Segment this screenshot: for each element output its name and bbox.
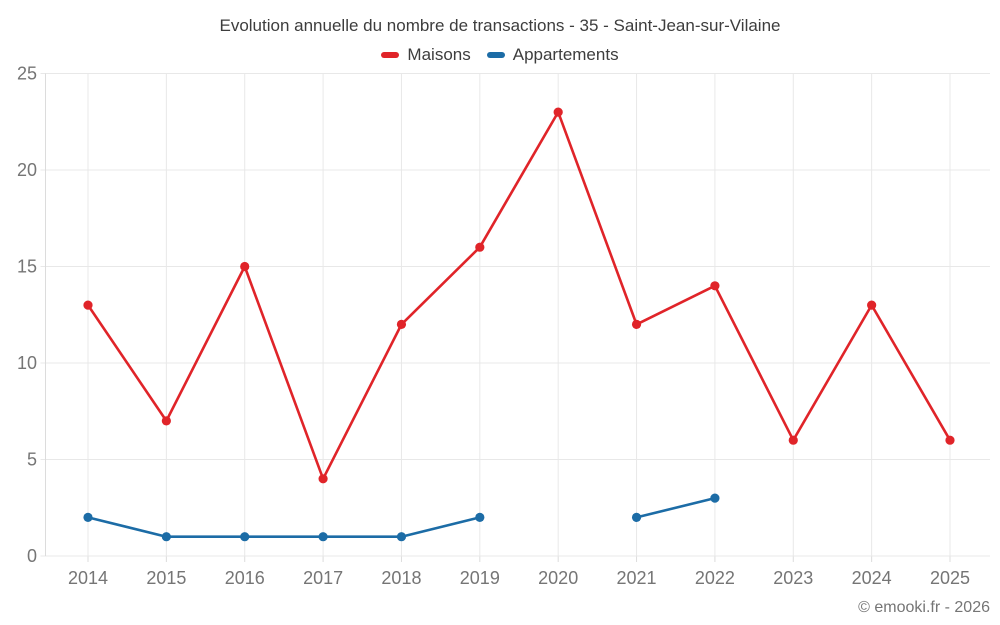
x-tick-label: 2016 [225, 568, 265, 588]
series-line-appartements [635, 496, 717, 519]
legend-label-appartements: Appartements [512, 45, 619, 64]
x-tick-label: 2022 [695, 568, 735, 588]
x-tick-label: 2023 [773, 568, 813, 588]
data-point-appartements-2022[interactable] [710, 493, 720, 503]
x-tick-label: 2018 [381, 568, 421, 588]
y-tick-label: 10 [17, 353, 37, 373]
y-tick-label: 5 [27, 450, 37, 470]
x-tick-label: 2015 [146, 568, 186, 588]
data-point-maisons-2016[interactable] [240, 261, 250, 272]
legend-label-maisons: Maisons [407, 45, 471, 64]
legend-item-appartements[interactable]: Appartements [486, 45, 619, 65]
footer-credit: © emooki.fr - 2026 [858, 599, 990, 616]
y-tick-label: 0 [27, 546, 37, 566]
data-point-appartements-2017[interactable] [318, 532, 328, 542]
x-tick-label: 2017 [303, 568, 343, 588]
data-point-maisons-2025[interactable] [945, 435, 955, 445]
data-point-appartements-2015[interactable] [161, 532, 171, 542]
data-point-maisons-2021[interactable] [631, 319, 642, 329]
appartements-swatch-icon [486, 52, 505, 58]
data-point-appartements-2016[interactable] [240, 532, 250, 542]
legend-item-maisons[interactable]: Maisons [381, 45, 471, 65]
data-point-maisons-2022[interactable] [710, 281, 720, 291]
data-point-maisons-2024[interactable] [867, 300, 877, 310]
series-line-maisons [86, 110, 952, 481]
x-tick-label: 2020 [538, 568, 578, 588]
y-tick-label: 25 [17, 64, 37, 84]
data-point-appartements-2021[interactable] [631, 512, 642, 523]
data-point-appartements-2019[interactable] [475, 512, 485, 523]
data-point-maisons-2018[interactable] [396, 319, 407, 329]
data-point-maisons-2014[interactable] [83, 300, 93, 310]
data-point-maisons-2017[interactable] [318, 474, 328, 484]
data-point-appartements-2018[interactable] [396, 532, 407, 542]
y-tick-label: 15 [17, 257, 37, 277]
x-tick-label: 2014 [68, 568, 108, 588]
data-point-maisons-2023[interactable] [788, 435, 798, 445]
series-line-appartements [86, 516, 482, 539]
maisons-swatch-icon [381, 52, 400, 58]
x-tick-label: 2021 [617, 568, 657, 588]
y-tick-label: 20 [17, 160, 37, 180]
data-point-appartements-2014[interactable] [83, 512, 93, 523]
chart-legend: Maisons Appartements [0, 45, 1000, 65]
chart-title: Evolution annuelle du nombre de transact… [219, 16, 781, 35]
x-tick-label: 2019 [460, 568, 500, 588]
x-tick-label: 2025 [930, 568, 970, 588]
data-point-maisons-2015[interactable] [161, 416, 171, 426]
data-point-maisons-2020[interactable] [553, 107, 563, 117]
x-tick-label: 2024 [852, 568, 892, 588]
data-point-maisons-2019[interactable] [475, 242, 485, 252]
